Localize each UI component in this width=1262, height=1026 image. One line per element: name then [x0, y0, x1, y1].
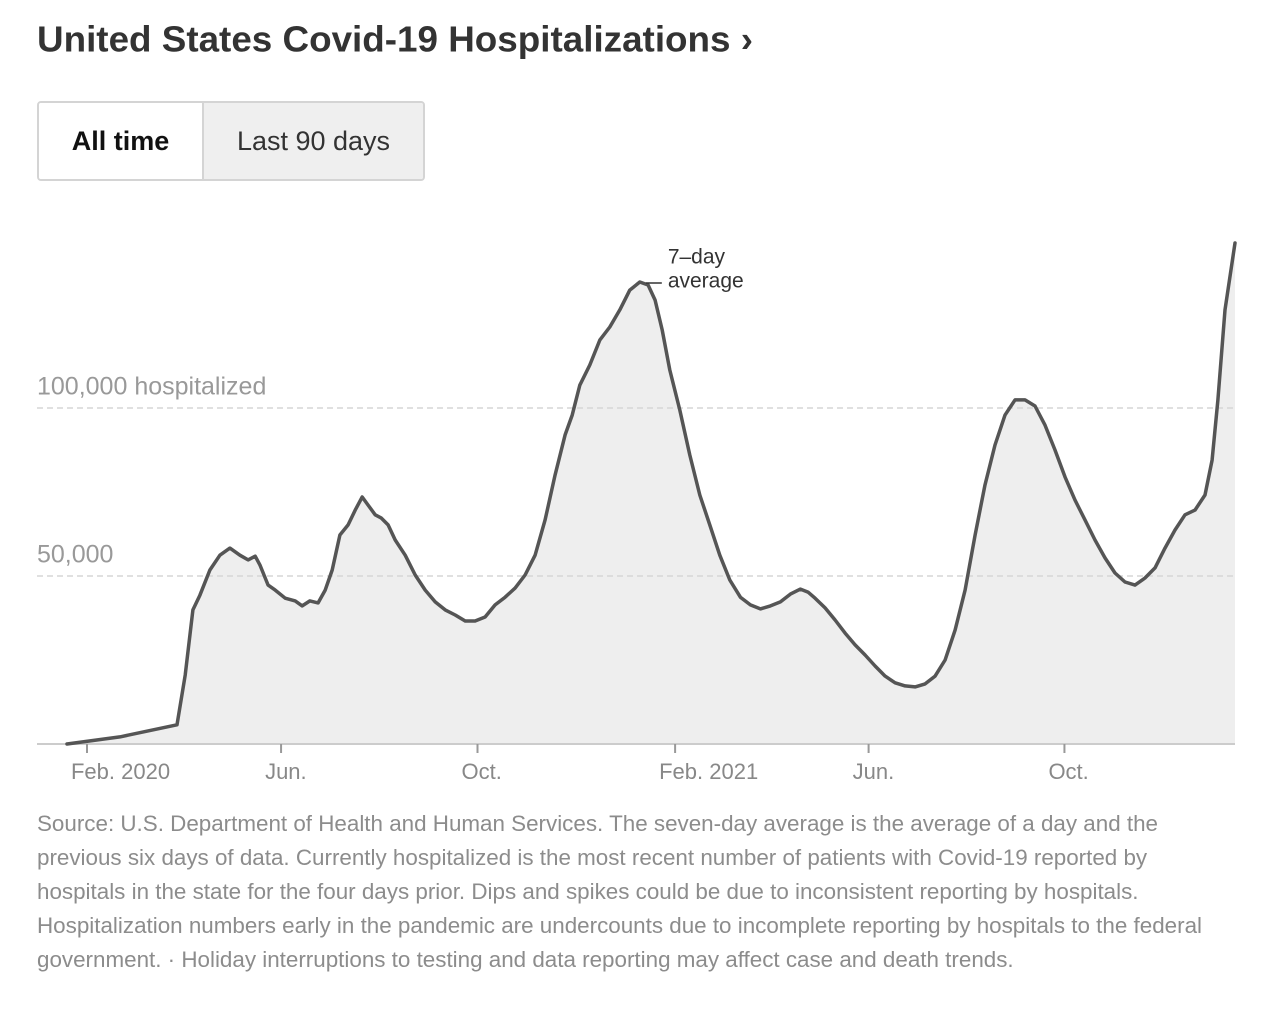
x-tick-label: Feb. 2020 [71, 759, 170, 784]
chart: United States Covid-19 Hospitalizations … [37, 19, 1237, 784]
x-tick-label: Oct. [462, 759, 502, 784]
source-note: Source: U.S. Department of Health and Hu… [37, 811, 1202, 972]
y-tick-label: 50,000 [37, 541, 113, 569]
x-tick-label: Oct. [1048, 759, 1088, 784]
annotation: 7–day [668, 246, 726, 269]
toggle-button[interactable]: All time [39, 103, 202, 179]
x-tick-label: Jun. [265, 759, 307, 784]
x-tick-label: Feb. 2021 [659, 759, 758, 784]
y-tick-label: 100,000 hospitalized [37, 373, 266, 401]
range-toggle: All time Last 90 days [37, 101, 425, 181]
annotation: average [668, 270, 744, 293]
chart-title[interactable]: United States Covid-19 Hospitalizations … [37, 19, 753, 60]
toggle-button[interactable]: Last 90 days [202, 103, 423, 179]
line [65, 241, 1237, 746]
area-fill [67, 243, 1235, 744]
x-tick-label: Jun. [853, 759, 895, 784]
